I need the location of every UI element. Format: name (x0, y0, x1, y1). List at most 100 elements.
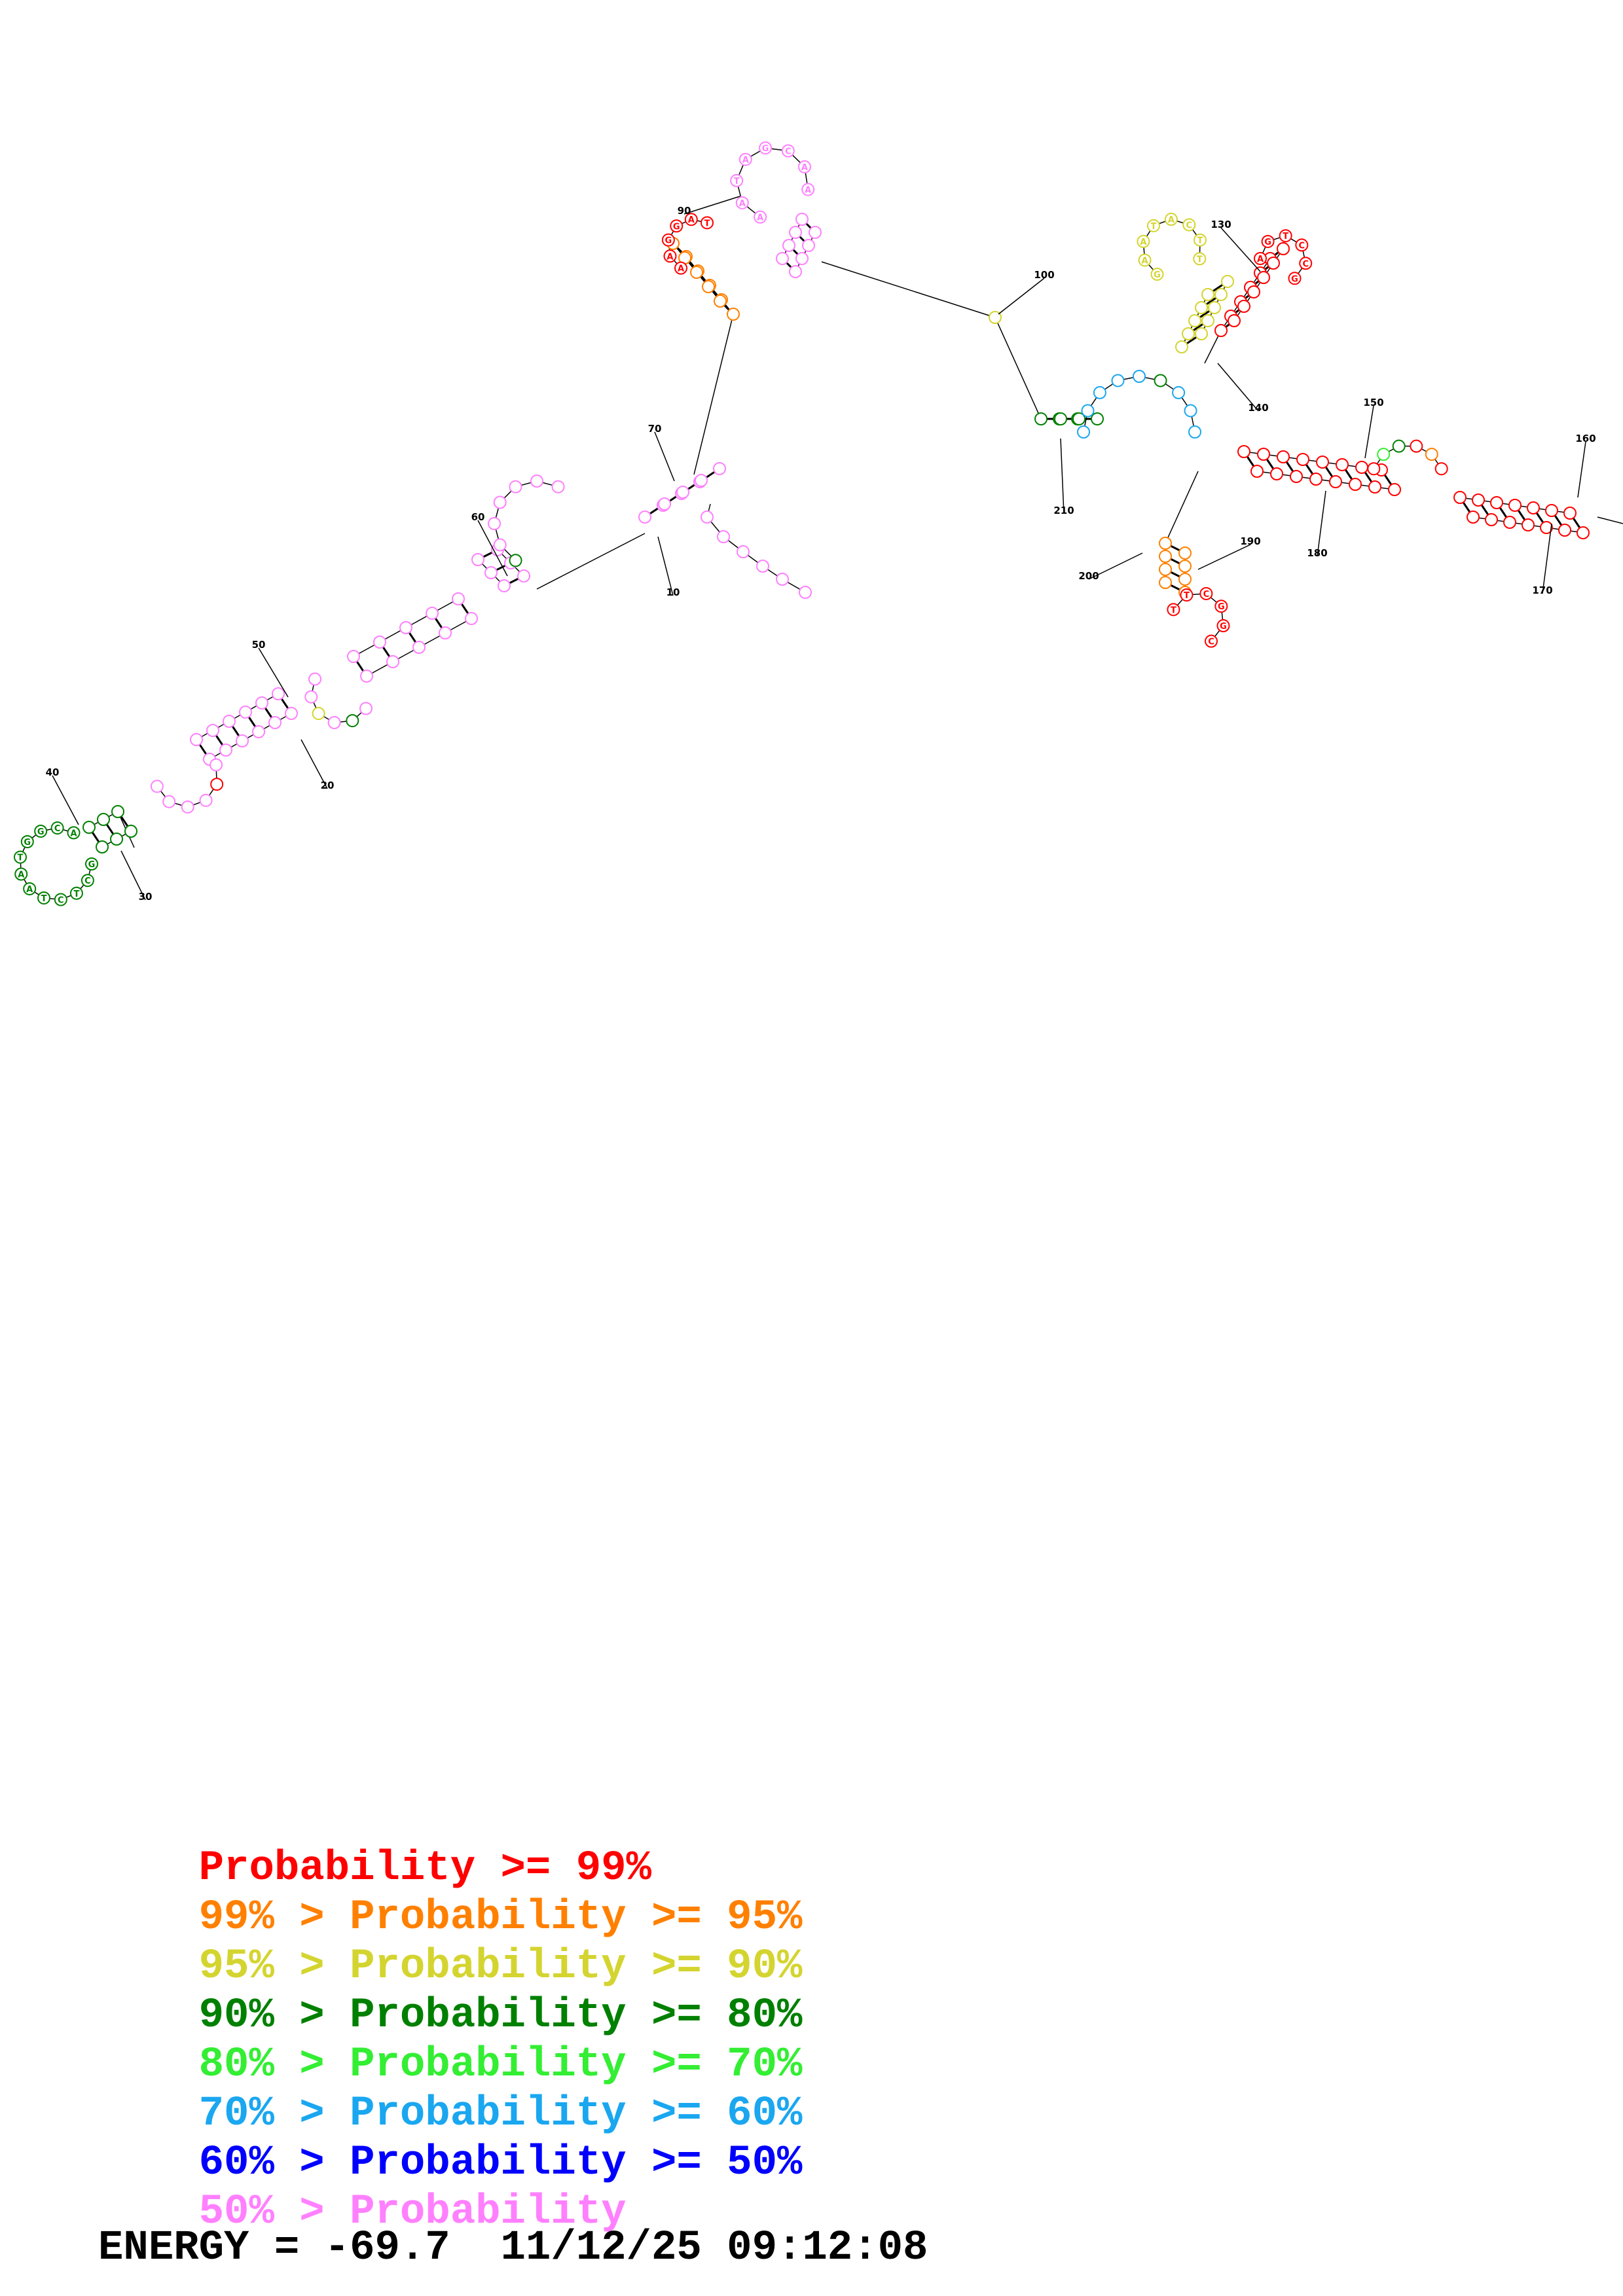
position-label: 150 (1363, 397, 1383, 408)
nucleotide-letter: A (678, 264, 684, 274)
nucleotide-node (1540, 521, 1553, 534)
label-leader (301, 739, 328, 789)
nucleotide-node (1034, 412, 1048, 425)
nucleotide-node (304, 690, 318, 704)
nucleotide-node (439, 626, 452, 639)
nucleotide-node (1138, 253, 1152, 267)
nucleotide-node (97, 813, 110, 826)
nucleotide-node (1485, 513, 1498, 526)
nucleotide-node (1545, 504, 1558, 517)
nucleotide-node (1199, 586, 1213, 600)
nucleotide-node (695, 474, 708, 487)
nucleotide-node (509, 480, 522, 493)
nucleotide-node (1288, 272, 1302, 285)
position-label: 30 (139, 891, 153, 903)
nucleotide-node (1188, 314, 1201, 327)
nucleotide-node (701, 216, 714, 230)
nucleotide-node (312, 707, 325, 721)
nucleotide-node (1167, 603, 1180, 617)
nucleotide-letter: C (1208, 637, 1214, 647)
nucleotide-node (1214, 288, 1228, 301)
legend-label: Probability >= 90% (350, 1943, 803, 1990)
label-leader (1060, 438, 1065, 514)
nucleotide-node (1188, 425, 1201, 439)
nucleotide-letter: A (688, 215, 695, 225)
label-leader (1317, 490, 1326, 557)
nucleotide-node (1175, 340, 1188, 353)
nucleotide-letter: T (1197, 236, 1203, 246)
nucleotide-node (735, 196, 749, 209)
nucleotide-letter: C (785, 147, 792, 156)
nucleotide-node (1216, 619, 1230, 633)
nucleotide-letter: A (1140, 238, 1146, 247)
nucleotide-node (1159, 576, 1172, 589)
position-label: 170 (1532, 584, 1552, 596)
nucleotide-node (54, 893, 67, 906)
nucleotide-node (1254, 252, 1267, 265)
position-label: 40 (46, 766, 60, 778)
nucleotide-node (517, 569, 530, 583)
nucleotide-node (181, 800, 194, 814)
nucleotide-letter: G (1220, 622, 1227, 632)
nucleotide-letter: T (18, 853, 24, 863)
nucleotide-letter: A (805, 186, 811, 196)
nucleotide-letter: T (1184, 591, 1190, 601)
nucleotide-node (776, 252, 789, 265)
nucleotide-node (781, 144, 795, 158)
nucleotide-letter: C (1299, 241, 1305, 251)
nucleotide-node (69, 886, 83, 900)
nucleotide-node (1237, 300, 1250, 313)
nucleotide-node (730, 173, 744, 187)
nucleotide-letter: G (1264, 238, 1271, 247)
legend-label: Probability >= 99% (198, 1845, 651, 1892)
nucleotide-letter: A (26, 885, 33, 895)
nucleotide-node (989, 311, 1002, 324)
nucleotide-node (14, 867, 28, 881)
label-leader (477, 520, 508, 577)
nucleotide-letter: T (1197, 255, 1203, 264)
nucleotide-node (110, 833, 123, 846)
nucleotide-node (471, 553, 484, 566)
nucleotide-letter: T (1283, 232, 1288, 242)
position-label: 160 (1575, 433, 1596, 444)
nucleotide-letter: G (88, 860, 96, 870)
nucleotide-node (1563, 507, 1577, 520)
nucleotide-node (551, 480, 565, 493)
nucleotide-node (1081, 404, 1095, 418)
position-label: 140 (1248, 402, 1268, 414)
nucleotide-letter: C (1203, 590, 1210, 600)
backbone-link (536, 533, 646, 590)
nucleotide-node (37, 891, 51, 905)
nucleotide-node (1270, 467, 1283, 480)
nucleotide-node (1091, 412, 1104, 425)
nucleotide-node (1508, 499, 1522, 512)
nucleotide-letter: C (58, 895, 64, 905)
nucleotide-node (50, 821, 64, 835)
nucleotide-node (373, 636, 386, 649)
label-leader (657, 536, 674, 596)
nucleotide-node (1137, 234, 1150, 248)
nucleotide-node (360, 670, 373, 683)
label-leader (120, 850, 146, 901)
legend-row-8: 50% > Probability (98, 2144, 627, 2281)
nucleotide-node (795, 252, 809, 265)
nucleotide-node (809, 226, 822, 239)
nucleotide-letter: A (1168, 215, 1175, 225)
nucleotide-node (1295, 238, 1309, 252)
nucleotide-node (1182, 327, 1195, 340)
nucleotide-node (1355, 461, 1368, 474)
position-label: 100 (1034, 269, 1054, 281)
nucleotide-node (488, 517, 501, 530)
nucleotide-node (676, 486, 689, 499)
position-label: 10 (666, 586, 680, 598)
nucleotide-node (1180, 588, 1194, 602)
legend-row-6: 70% > Probability >= 60% (98, 2045, 803, 2183)
nucleotide-node (20, 835, 34, 849)
nucleotide-node (255, 696, 268, 709)
nucleotide-node (452, 592, 465, 605)
backbone-link (693, 314, 734, 475)
nucleotide-node (1154, 374, 1167, 387)
nucleotide-node (1490, 496, 1503, 509)
legend-prefix: 70% > (198, 2090, 350, 2138)
nucleotide-node (799, 586, 812, 599)
